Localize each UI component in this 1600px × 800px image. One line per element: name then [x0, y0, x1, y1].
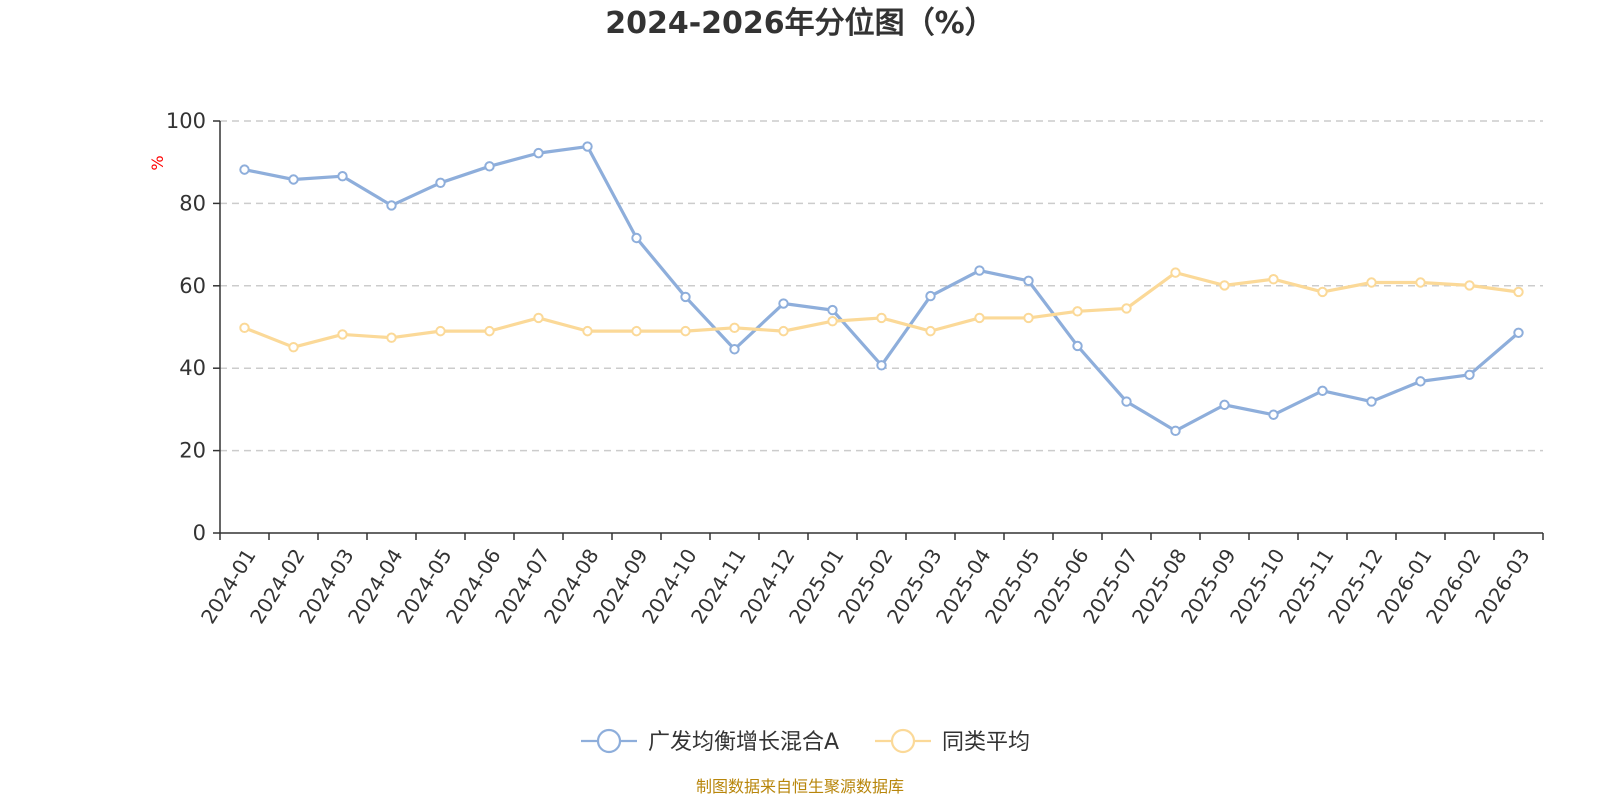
y-tick-label: 0: [193, 521, 206, 545]
data-point: [386, 200, 397, 211]
data-point: [631, 325, 642, 337]
data-point: [484, 325, 495, 337]
legend-item[interactable]: 同类平均: [875, 728, 1030, 755]
legend-item[interactable]: 广发均衡增长混合A: [581, 728, 839, 755]
data-point: [1317, 286, 1328, 298]
y-tick-label: 60: [179, 274, 206, 298]
data-point: [729, 344, 740, 355]
data-point: [1268, 274, 1279, 285]
data-point: [1023, 275, 1034, 287]
legend-label: 广发均衡增长混合A: [648, 730, 839, 755]
grid-lines: [220, 120, 1543, 452]
data-point: [925, 325, 936, 337]
data-point: [288, 174, 299, 185]
data-point: [1170, 267, 1181, 278]
data-point: [778, 325, 789, 337]
legend-circle-icon: [596, 728, 622, 754]
data-point: [974, 265, 985, 276]
data-point: [680, 325, 691, 337]
y-tick-label: 100: [166, 109, 206, 133]
data-point: [1415, 277, 1426, 288]
data-point: [1415, 376, 1426, 387]
data-point: [827, 304, 838, 316]
legend-label: 同类平均: [942, 730, 1030, 755]
series-line: [242, 144, 1521, 433]
y-tick-label: 80: [179, 191, 206, 215]
data-point: [533, 312, 544, 324]
y-tick-label: 40: [179, 356, 206, 380]
data-point: [582, 325, 593, 337]
data-point: [386, 332, 397, 343]
y-tick-label: 20: [179, 439, 206, 463]
data-point: [484, 161, 495, 172]
data-point: [1366, 277, 1377, 288]
axes: [219, 121, 1543, 534]
data-point: [533, 147, 544, 159]
data-point: [876, 360, 887, 371]
data-point: [1072, 340, 1083, 352]
data-point: [1366, 396, 1377, 407]
y-axis-unit-label: %: [148, 155, 167, 170]
data-point: [1268, 409, 1279, 420]
data-point: [1072, 306, 1083, 317]
data-point: [974, 312, 985, 324]
data-point: [1464, 280, 1475, 291]
x-axis-ticks: 2024-012024-022024-032024-042024-052024-…: [196, 533, 1544, 628]
data-point: [1219, 280, 1230, 291]
data-point: [1170, 425, 1181, 437]
data-point: [1219, 399, 1230, 411]
data-point: [1513, 286, 1524, 298]
data-point: [925, 290, 936, 302]
data-point: [876, 312, 887, 324]
data-point: [288, 341, 299, 353]
data-point: [1513, 327, 1524, 338]
data-point: [582, 141, 593, 152]
data-point: [1121, 396, 1132, 407]
data-series: [239, 141, 1524, 437]
series-group: [239, 267, 1524, 353]
data-source-note: 制图数据来自恒生聚源数据库: [696, 777, 904, 796]
legend: 广发均衡增长混合A 同类平均: [581, 728, 1030, 755]
y-axis-ticks: 0 20 40 60 80 100: [166, 109, 220, 545]
data-point: [680, 291, 691, 303]
data-point: [778, 298, 789, 309]
data-point: [435, 325, 446, 337]
data-point: [435, 177, 446, 189]
data-point: [239, 164, 250, 175]
data-point: [337, 329, 348, 340]
series-group: [239, 141, 1524, 437]
data-point: [1121, 303, 1132, 314]
data-point: [1464, 369, 1475, 380]
data-point: [729, 322, 740, 334]
data-point: [1317, 385, 1328, 397]
data-point: [827, 316, 838, 327]
data-point: [631, 232, 642, 244]
chart-title: 2024-2026年分位图（%）: [605, 6, 995, 41]
legend-circle-icon: [890, 728, 916, 754]
data-point: [1023, 312, 1034, 324]
series-line: [242, 271, 1521, 349]
data-point: [239, 322, 250, 334]
data-point: [337, 171, 348, 182]
